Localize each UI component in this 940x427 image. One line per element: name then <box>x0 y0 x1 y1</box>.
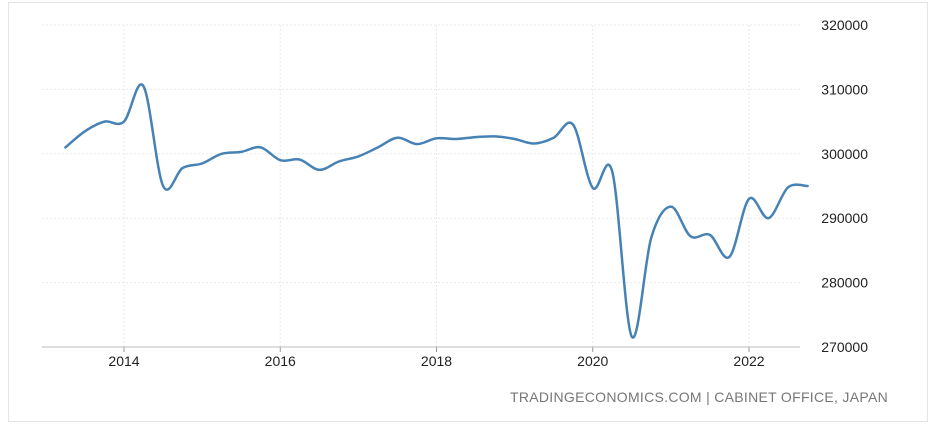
x-tick-label: 2020 <box>577 353 608 369</box>
y-tick-label: 320000 <box>821 17 868 33</box>
y-tick-label: 270000 <box>821 339 868 355</box>
source-credit: TRADINGECONOMICS.COM | CABINET OFFICE, J… <box>510 389 889 405</box>
x-tick-label: 2022 <box>733 353 764 369</box>
y-axis-ticks: 270000 280000 290000 300000 310000 320000 <box>821 17 868 355</box>
series-line-0 <box>64 83 809 339</box>
x-tick-label: 2016 <box>265 353 296 369</box>
series-group <box>64 83 809 339</box>
grid-lines <box>42 24 800 352</box>
x-axis-ticks: 2014 2016 2018 2020 2022 <box>108 353 764 369</box>
y-tick-label: 310000 <box>821 81 868 97</box>
x-tick-label: 2014 <box>108 353 139 369</box>
y-tick-label: 290000 <box>821 210 868 226</box>
y-tick-label: 300000 <box>821 146 868 162</box>
y-tick-label: 280000 <box>821 275 868 291</box>
x-tick-label: 2018 <box>421 353 452 369</box>
